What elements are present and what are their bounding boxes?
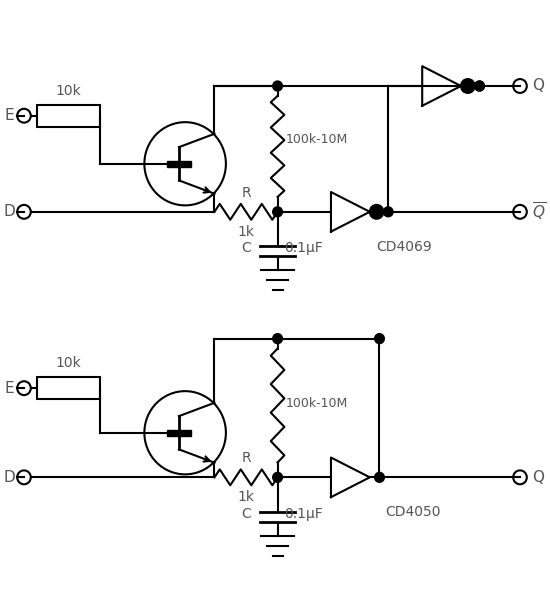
Circle shape <box>273 473 283 482</box>
Bar <box>37 105 100 126</box>
Text: C: C <box>241 241 251 256</box>
Circle shape <box>375 473 384 482</box>
Circle shape <box>370 205 383 219</box>
Text: Q: Q <box>532 470 543 485</box>
Text: 1k: 1k <box>238 490 255 504</box>
Circle shape <box>475 81 485 91</box>
Circle shape <box>383 207 393 217</box>
Text: R: R <box>241 186 251 200</box>
Text: 0.1μF: 0.1μF <box>284 241 323 256</box>
Text: E: E <box>4 381 14 396</box>
Text: 0.1μF: 0.1μF <box>284 507 323 521</box>
Text: 100k-10M: 100k-10M <box>285 397 348 410</box>
Text: E: E <box>4 108 14 123</box>
Circle shape <box>273 334 283 344</box>
Circle shape <box>475 81 485 91</box>
Circle shape <box>273 81 283 91</box>
Circle shape <box>461 79 475 93</box>
Text: 10k: 10k <box>56 356 81 370</box>
Circle shape <box>273 207 283 217</box>
Bar <box>37 377 100 399</box>
Text: C: C <box>241 507 251 521</box>
Text: 10k: 10k <box>56 84 81 98</box>
Circle shape <box>375 334 384 344</box>
Text: Q: Q <box>532 78 543 93</box>
Text: D: D <box>3 470 15 485</box>
Text: R: R <box>241 452 251 465</box>
Text: $\overline{Q}$: $\overline{Q}$ <box>532 201 546 223</box>
Bar <box>167 161 191 167</box>
Text: CD4069: CD4069 <box>376 240 432 253</box>
Bar <box>167 429 191 436</box>
Text: 1k: 1k <box>238 225 255 238</box>
Text: 100k-10M: 100k-10M <box>285 132 348 146</box>
Text: CD4050: CD4050 <box>386 505 441 519</box>
Text: D: D <box>3 204 15 219</box>
